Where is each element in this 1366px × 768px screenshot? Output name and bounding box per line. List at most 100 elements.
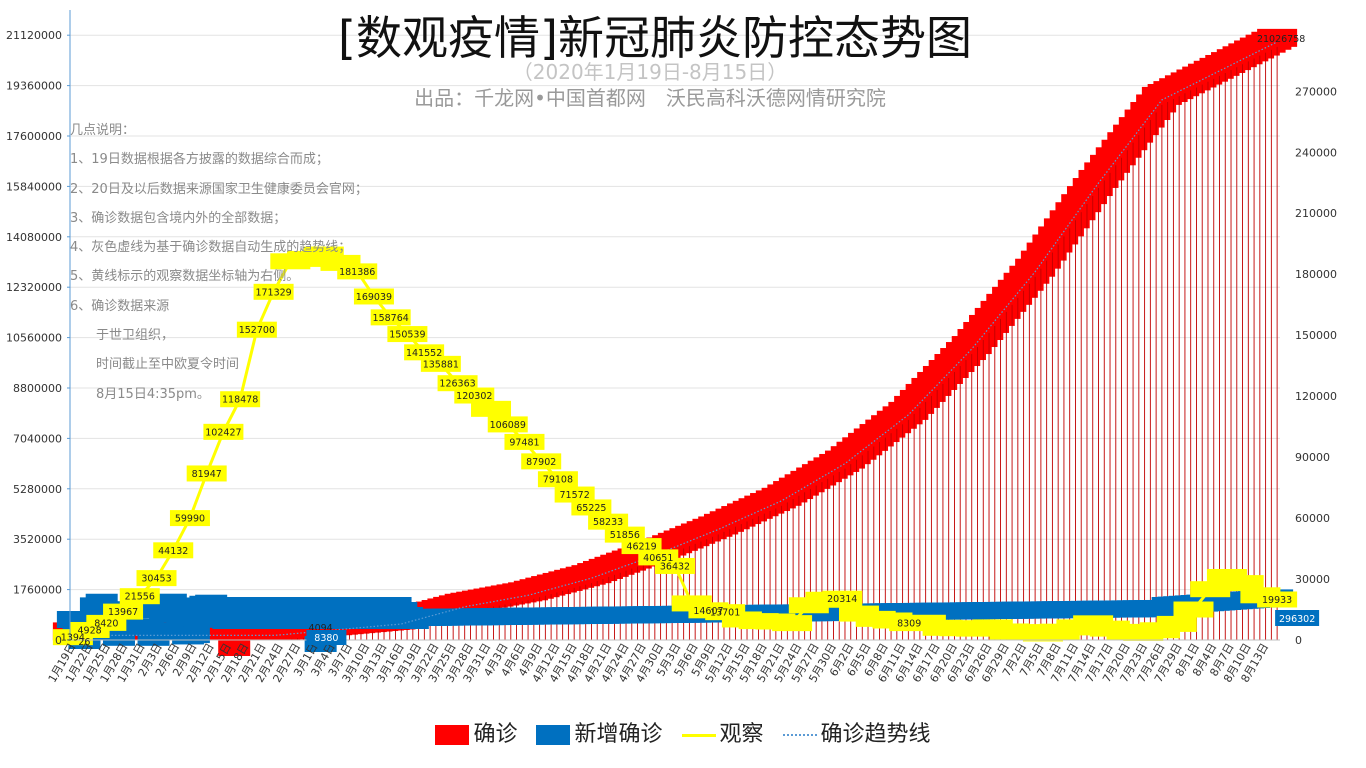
confirmed-bar [706,530,708,640]
observation-label: 8420 [94,618,118,629]
observation-label-box [437,375,478,392]
right-axis-tick-label: 180000 [1295,268,1337,281]
observation-label-box [454,387,495,404]
confirmed-bar [815,476,817,640]
left-axis-tick-label: 7040000 [13,432,62,445]
observation-label-box [1156,615,1197,632]
confirmed-bar [988,323,990,640]
legend-item-confirmed[interactable]: 确诊 [435,716,517,748]
observation-label: 30453 [141,574,171,585]
confirmed-label-box [1257,28,1298,47]
confirmed-bar [1247,52,1249,640]
observation-label-box [1223,575,1264,592]
confirmed-bar [1178,87,1180,640]
confirmed-bar [631,559,633,640]
observation-label-box [1257,591,1298,608]
confirmed-bar [688,537,690,640]
note-line: 5、黄线标示的观察数据坐标轴为右侧。 [70,269,300,285]
legend-item-observation[interactable]: 观察 [681,716,764,748]
observation-label: 135881 [423,359,459,370]
observation-label-box [103,603,144,620]
confirmed-bar [1155,103,1157,640]
confirmed-bar [694,534,696,640]
confirmed-bar [1236,58,1238,640]
observation-label: 126363 [439,379,475,390]
observation-label-box [119,588,160,605]
legend-item-new-cases[interactable]: 新增确诊 [536,716,663,748]
note-line: 1、19日数据根据各方披露的数据综合而成； [70,152,329,168]
confirmed-bar [804,483,806,640]
confirmed-bar [602,569,604,640]
confirmed-bar [700,532,702,640]
confirmed-bar [1011,295,1013,640]
observation-label: 169039 [356,292,392,303]
confirmed-bar [896,419,898,640]
confirmed-bar [1069,219,1071,640]
confirmed-bar [1051,243,1053,640]
confirmed-bar [867,441,869,640]
confirmed-bar [1092,187,1094,641]
observation-label: 46219 [626,542,656,553]
confirmed-bar [1023,281,1025,640]
confirmed-bar [994,316,996,640]
left-axis-tick-label: 0 [55,634,62,647]
confirmed-bar [1207,72,1209,641]
confirmed-bar [1098,178,1099,641]
left-axis-tick-label: 8800000 [13,382,62,395]
confirmed-bar [890,424,892,640]
confirmed-bar [769,502,771,640]
confirmed-bar [642,555,644,640]
confirmed-bar [1040,259,1042,640]
confirmed-bar [965,351,967,640]
confirmed-bar [654,551,656,640]
confirmed-bar [1219,66,1220,641]
confirmed-bar [1063,227,1065,640]
confirmed-bar [671,544,673,640]
observation-label-box [153,542,194,559]
observation-label-box [220,391,261,408]
observation-label: 71572 [560,490,590,501]
confirmed-bar [637,557,638,640]
confirmed-bar [1167,93,1169,640]
confirmed-bar [1115,156,1117,640]
observation-label: 1394 [61,633,85,644]
observation-label: 21556 [125,592,155,603]
note-line: 2、20日及以后数据来源国家卫生健康委员会官网； [70,181,368,197]
confirmed-bar [1190,81,1192,640]
chart-subtitle: （2020年1月19日-8月15日） [512,60,788,84]
note-line: 3、确诊数据包含境内外的全部数据； [70,210,287,226]
confirmed-bar [746,512,748,640]
note-line: 4、灰色虚线为基于确诊数据自动生成的趋势线； [70,240,352,256]
trend-line-series [72,41,1278,636]
confirmed-bar [1034,267,1036,640]
observation-series [52,246,1298,646]
observation-label: 158764 [373,313,409,324]
observation-label-box [554,486,595,503]
left-axis-tick-label: 15840000 [6,180,62,193]
confirmed-bar [1149,111,1151,641]
legend-item-trend[interactable]: 确诊趋势线 [782,716,931,748]
confirmed-bar [1086,195,1088,641]
observation-label-box [471,400,512,417]
confirmed-bar [723,522,725,640]
left-axis-tick-label: 5280000 [13,483,62,496]
observation-label-box [387,326,428,343]
observation-label-box [236,321,277,338]
legend-swatch [435,725,470,745]
confirmed-bar [614,565,615,640]
legend-label: 确诊 [473,722,518,747]
confirmed-bar [1184,84,1186,641]
new-cases-label-box [1275,610,1320,626]
confirmed-bar [936,380,938,640]
confirmed-bar [763,504,765,640]
right-axis-tick-label: 270000 [1295,85,1337,98]
confirmed-bar [389,620,391,640]
observation-label-box [772,615,813,632]
confirmed-bar [383,621,385,640]
observation-label: 59990 [175,514,205,525]
confirmed-bar [775,499,777,640]
confirmed-bar [1075,211,1076,640]
note-line: 时间截止至中欧夏令时间 [70,357,240,373]
confirmed-bar [959,357,961,640]
